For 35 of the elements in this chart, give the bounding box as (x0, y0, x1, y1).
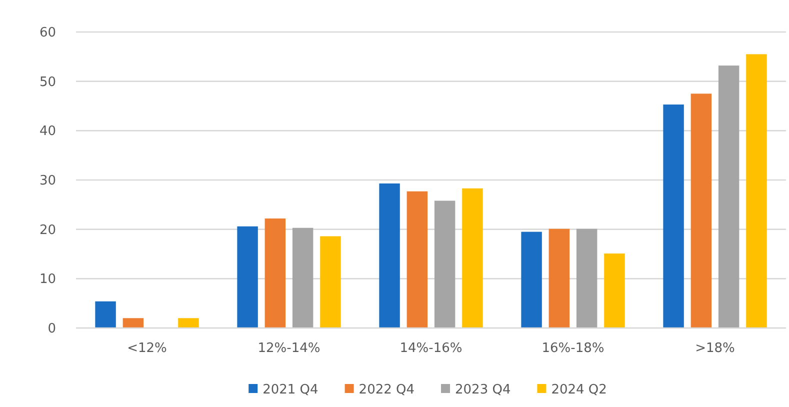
x-tick-label: >18% (695, 341, 735, 356)
bar (718, 66, 740, 328)
bar (320, 236, 341, 328)
legend-label: 2023 Q4 (455, 382, 511, 398)
bar (690, 94, 712, 328)
bar (434, 200, 456, 328)
bar (178, 318, 199, 328)
bar (746, 54, 767, 328)
bar (521, 232, 542, 328)
x-tick-label: 16%-18% (542, 341, 604, 356)
bar (379, 183, 400, 328)
legend-label: 2024 Q2 (551, 382, 607, 398)
y-tick-label: 40 (39, 124, 56, 140)
y-tick-label: 0 (48, 322, 56, 337)
bar (122, 318, 144, 328)
x-tick-label: <12% (127, 341, 167, 356)
bar (292, 228, 314, 328)
bar (462, 188, 483, 328)
bar (663, 104, 684, 328)
bar (237, 226, 258, 328)
y-tick-label: 50 (39, 74, 56, 90)
bar (604, 254, 625, 328)
x-tick-label: 14%-16% (400, 341, 462, 356)
y-tick-label: 20 (39, 222, 56, 238)
bar (95, 301, 116, 328)
legend-label: 2021 Q4 (262, 382, 318, 398)
y-tick-label: 30 (39, 174, 56, 189)
bar (548, 228, 570, 328)
y-tick-label: 60 (39, 26, 56, 41)
x-tick-label: 12%-14% (258, 341, 320, 356)
y-tick-label: 10 (39, 272, 56, 288)
bar (406, 191, 428, 328)
legend-label: 2022 Q4 (358, 382, 415, 398)
bar (576, 228, 598, 328)
bar (264, 218, 286, 328)
